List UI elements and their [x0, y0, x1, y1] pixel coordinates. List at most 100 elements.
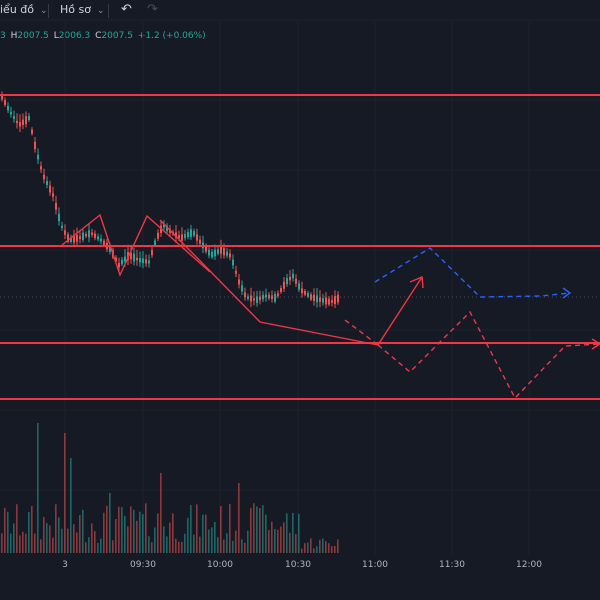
- volume-bar: [115, 518, 117, 553]
- volume-bar: [19, 535, 21, 553]
- profile-menu[interactable]: Hồ sơ ⌄: [60, 3, 105, 16]
- candle-body: [178, 235, 180, 239]
- volume-bar: [154, 527, 156, 553]
- candle-body: [70, 237, 72, 242]
- volume-bar: [319, 539, 321, 553]
- volume-bar: [1, 533, 3, 553]
- volume-bar: [178, 541, 180, 553]
- candle-body: [184, 234, 186, 238]
- candle-body: [94, 233, 96, 238]
- volume-bar: [253, 503, 255, 553]
- candle-body: [214, 249, 216, 257]
- volume-bar: [124, 515, 126, 553]
- volume-bar: [70, 458, 72, 553]
- candle-body: [151, 249, 153, 256]
- candle-body: [166, 225, 168, 232]
- candle-body: [10, 111, 12, 115]
- volume-bar: [190, 505, 192, 553]
- open-value: 3: [0, 31, 6, 41]
- candle-body: [199, 239, 201, 244]
- volume-bar: [31, 505, 33, 553]
- candle-body: [109, 246, 111, 252]
- candle-body: [124, 256, 126, 262]
- red-arrowhead: [591, 338, 600, 350]
- volume-bar: [139, 511, 141, 553]
- candle-body: [262, 295, 264, 300]
- chart-menu[interactable]: iểu đồ ⌄: [0, 3, 48, 16]
- candle-body: [118, 262, 120, 268]
- candle-body: [88, 230, 90, 238]
- candle-body: [100, 238, 102, 242]
- volume-bar: [223, 539, 225, 553]
- candle-body: [37, 154, 39, 160]
- volume-bar: [250, 508, 252, 553]
- volume-bar: [202, 514, 204, 553]
- x-axis-label: 11:00: [362, 560, 388, 570]
- volume-bar: [40, 539, 42, 553]
- volume-bar: [73, 524, 75, 553]
- volume-bar: [205, 514, 207, 553]
- candle-body: [325, 297, 327, 305]
- candle-body: [43, 174, 45, 180]
- candle-body: [220, 246, 222, 254]
- volume-bar: [304, 543, 306, 553]
- volume-bar: [157, 513, 159, 553]
- candle-body: [196, 234, 198, 241]
- close-label: C: [95, 31, 102, 41]
- candle-body: [259, 296, 261, 301]
- candle-body: [181, 234, 183, 241]
- candle-body: [283, 281, 285, 289]
- candle-body: [91, 232, 93, 235]
- volume-bar: [76, 532, 78, 553]
- low-value: 2006.3: [58, 31, 91, 41]
- candle-body: [331, 300, 333, 303]
- profile-menu-label: Hồ sơ: [60, 3, 91, 16]
- volume-bar: [145, 503, 147, 553]
- volume-bar: [214, 521, 216, 553]
- volume-bar: [187, 517, 189, 553]
- volume-bar: [136, 520, 138, 553]
- candle-body: [61, 225, 63, 228]
- candle-body: [265, 294, 267, 298]
- close-value: 2007.5: [101, 31, 133, 41]
- volume-bar: [247, 530, 249, 553]
- candle-body: [232, 259, 234, 266]
- volume-bar: [286, 513, 288, 553]
- volume-bars: [1, 423, 339, 553]
- volume-bar: [316, 546, 318, 553]
- red-projection: [377, 310, 600, 400]
- redo-icon[interactable]: ↷: [147, 2, 158, 17]
- candle-body: [76, 235, 78, 242]
- volume-bar: [46, 523, 48, 553]
- high-value: 2007.5: [17, 31, 49, 41]
- candle-body: [229, 253, 231, 258]
- volume-bar: [109, 493, 111, 553]
- volume-bar: [295, 534, 297, 553]
- change-value: +1.2 (+0.06%): [137, 31, 206, 41]
- x-axis-label: 10:30: [285, 560, 311, 570]
- candle-body: [316, 295, 318, 303]
- candle-body: [136, 257, 138, 261]
- volume-bar: [325, 541, 327, 553]
- candle-body: [16, 120, 18, 124]
- volume-bar: [268, 529, 270, 553]
- chevron-down-icon: ⌄: [96, 6, 105, 16]
- volume-bar: [217, 537, 219, 553]
- candle-body: [28, 116, 30, 120]
- volume-bar: [280, 526, 282, 553]
- volume-bar: [331, 546, 333, 553]
- candle-body: [49, 185, 51, 193]
- volume-bar: [22, 531, 24, 553]
- candle-body: [85, 233, 87, 237]
- volume-bar: [181, 541, 183, 553]
- candle-body: [67, 234, 69, 242]
- volume-bar: [175, 538, 177, 553]
- volume-bar: [283, 522, 285, 553]
- zigzag-pattern: [61, 213, 211, 277]
- undo-icon[interactable]: ↶: [121, 2, 132, 17]
- volume-bar: [142, 514, 144, 553]
- volume-bar: [184, 533, 186, 553]
- volume-bar: [160, 473, 162, 553]
- volume-bar: [67, 528, 69, 553]
